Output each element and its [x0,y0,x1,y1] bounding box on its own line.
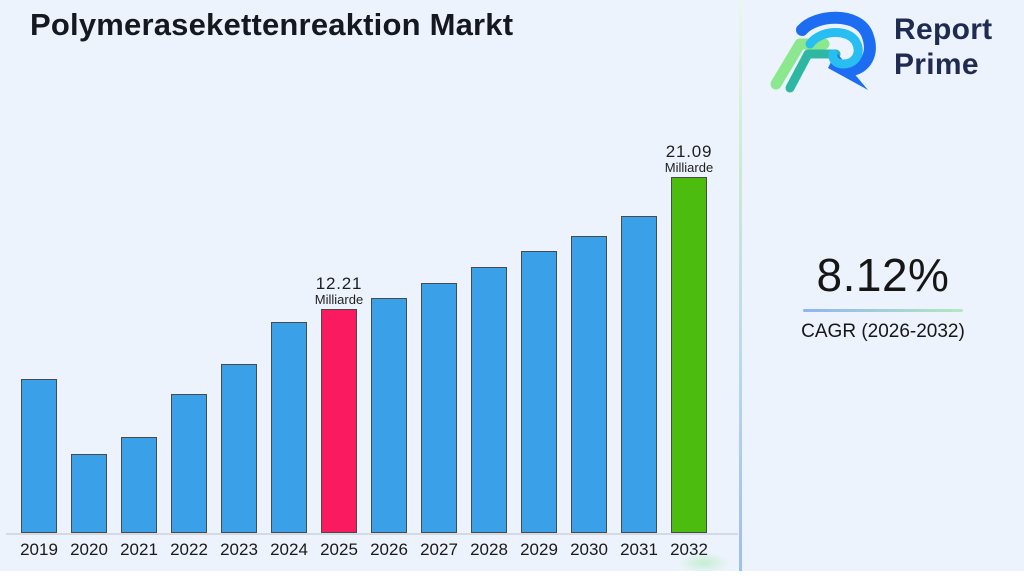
report-prime-logo: Report Prime [766,6,992,96]
x-tick-2024: 2024 [270,540,308,559]
x-tick-2023: 2023 [220,540,258,559]
bar-value-label-2032: 21.09 [665,142,713,161]
x-tick-2019: 2019 [20,540,58,559]
x-tick-2027: 2027 [420,540,458,559]
x-axis-line [6,533,738,535]
bottom-white-strip [0,571,1024,576]
bar-2026 [371,298,407,533]
bar-2031 [621,216,657,533]
bar-unit-label-2032: Milliarde [664,160,714,175]
green-glow-decoration [678,552,730,574]
x-tick-2028: 2028 [470,540,508,559]
page-title: Polymerasekettenreaktion Markt [30,7,514,42]
bar-2022 [171,394,207,533]
bar-2027 [421,283,457,533]
bar-2019 [21,379,57,533]
cagr-value: 8.12% [816,249,950,301]
x-tick-2020: 2020 [70,540,108,559]
bar-2025 [321,309,357,533]
x-tick-2022: 2022 [170,540,208,559]
bar-2028 [471,267,507,533]
bar-2030 [571,236,607,533]
x-tick-2030: 2030 [570,540,608,559]
x-tick-2031: 2031 [620,540,658,559]
bar-2021 [121,437,157,533]
x-tick-2029: 2029 [520,540,558,559]
bar-2020 [71,454,107,533]
x-tick-2026: 2026 [370,540,408,559]
bar-unit-label-2025: Milliarde [314,292,364,307]
bar-2023 [221,364,257,533]
bar-2029 [521,251,557,533]
cagr-label: CAGR (2026-2032) [801,321,965,342]
bar-2024 [271,322,307,533]
logo-line-report: Report [894,13,993,46]
cagr-block: 8.12% CAGR (2026-2032) [745,248,1021,343]
vertical-divider [739,0,742,576]
cagr-underline [803,309,963,312]
bar-2032 [671,177,707,533]
x-tick-2021: 2021 [120,540,158,559]
bar-value-label-2025: 12.21 [315,274,363,293]
report-prime-logo-icon [770,11,876,93]
x-tick-2032: 2032 [670,540,708,559]
bar-chart: 2019 2020 2021 2022 2023 2024 2025 12.21 Milliar… [6,142,738,559]
report-prime-logo-text: Report Prime [894,12,992,82]
logo-line-prime: Prime [894,48,979,81]
x-tick-2025: 2025 [320,540,358,559]
